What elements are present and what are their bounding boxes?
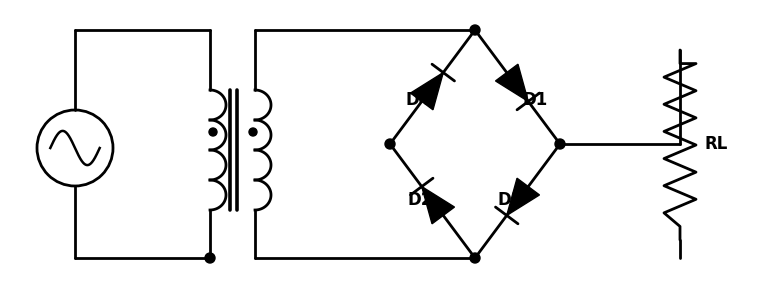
Circle shape [385,139,395,149]
Circle shape [249,128,257,136]
Text: D3: D3 [498,191,523,209]
Circle shape [209,128,217,136]
Polygon shape [507,178,539,215]
Text: D2: D2 [407,191,432,209]
Text: D1: D1 [522,91,548,109]
Polygon shape [495,64,528,102]
Polygon shape [422,186,455,224]
Circle shape [470,253,480,263]
Text: D4: D4 [406,91,431,109]
Text: RL: RL [705,135,728,153]
Circle shape [555,139,565,149]
Circle shape [205,253,215,263]
Polygon shape [411,73,443,110]
Circle shape [470,25,480,35]
